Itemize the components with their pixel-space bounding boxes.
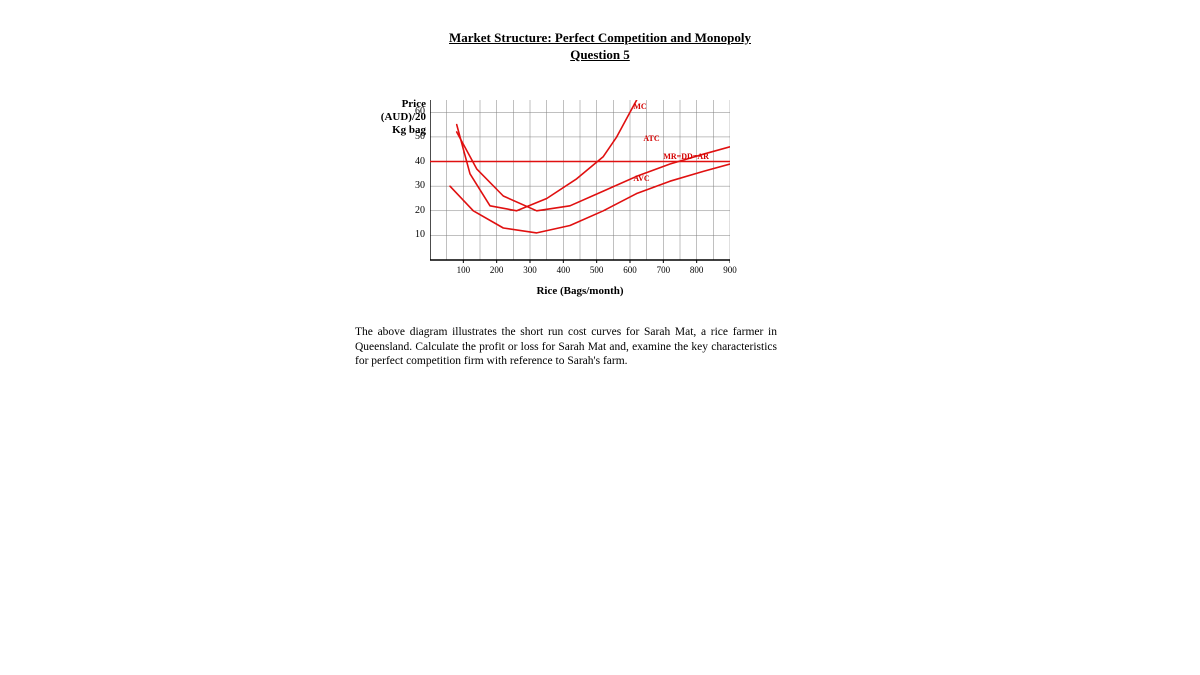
y-tick: 30	[405, 180, 425, 191]
y-tick: 10	[405, 229, 425, 240]
question-text: The above diagram illustrates the short …	[355, 325, 777, 369]
chart-svg	[430, 100, 730, 275]
x-tick: 800	[690, 265, 704, 275]
x-tick: 400	[557, 265, 571, 275]
curve-label-avc: AVC	[633, 174, 649, 183]
page-title: Market Structure: Perfect Competition an…	[0, 30, 1200, 64]
y-tick: 60	[405, 106, 425, 117]
y-tick: 20	[405, 205, 425, 216]
x-tick: 200	[490, 265, 504, 275]
x-tick: 100	[457, 265, 471, 275]
x-tick: 500	[590, 265, 604, 275]
curve-label-mc: MC	[633, 102, 646, 111]
title-line2: Question 5	[570, 47, 630, 62]
y-tick: 50	[405, 131, 425, 142]
x-tick: 600	[623, 265, 637, 275]
x-tick: 300	[523, 265, 537, 275]
x-axis-label: Rice (Bags/month)	[430, 285, 730, 297]
curve-label-mr: MR=DD=AR	[663, 152, 709, 161]
page: Market Structure: Perfect Competition an…	[0, 0, 1200, 675]
curve-label-atc: ATC	[643, 134, 659, 143]
y-tick: 40	[405, 156, 425, 167]
cost-curve-chart: MCATCAVCMR=DD=AR102030405060100200300400…	[430, 100, 730, 260]
title-line1: Market Structure: Perfect Competition an…	[449, 30, 751, 45]
x-tick: 900	[723, 265, 737, 275]
x-tick: 700	[657, 265, 671, 275]
